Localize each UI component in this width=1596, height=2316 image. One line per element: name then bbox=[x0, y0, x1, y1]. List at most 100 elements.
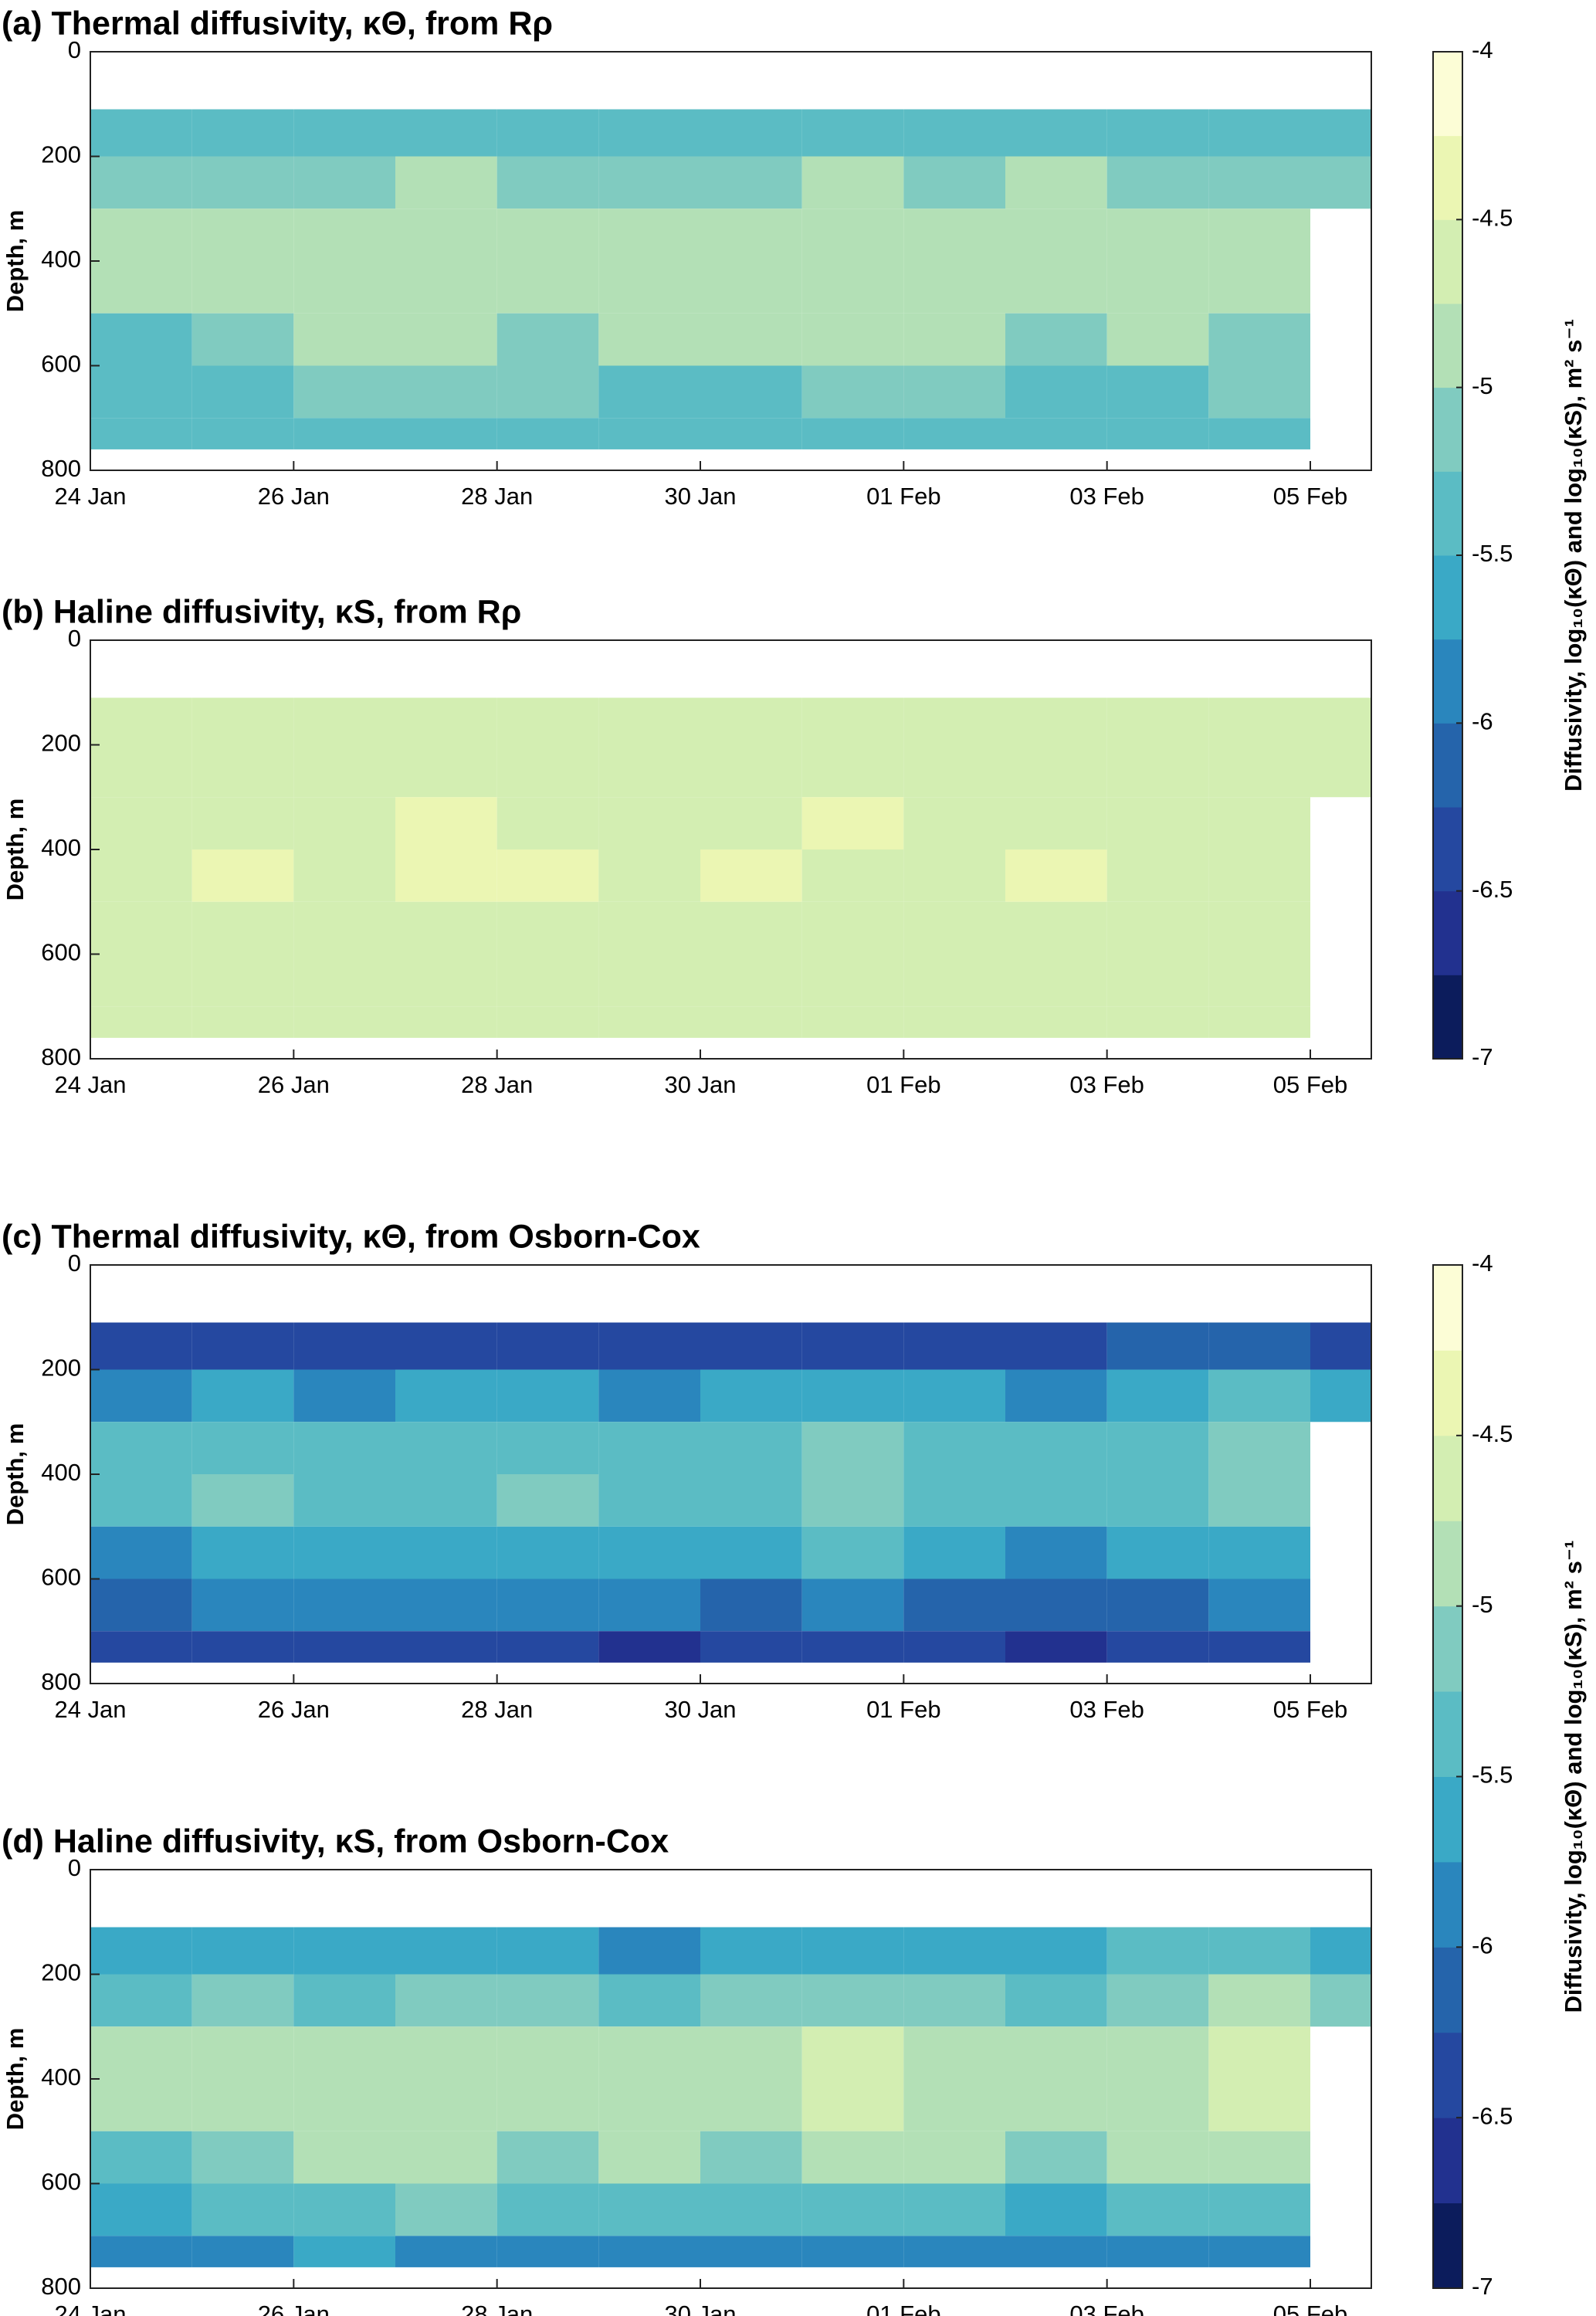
heatmap-cell bbox=[496, 849, 599, 902]
heatmap-cell bbox=[1310, 1322, 1371, 1370]
x-tick-label: 05 Feb bbox=[1273, 1071, 1348, 1098]
heatmap-cell bbox=[598, 1927, 700, 1975]
heatmap-cell bbox=[90, 1369, 192, 1422]
colorbar-swatch bbox=[1433, 1521, 1462, 1607]
x-tick-label: 24 Jan bbox=[54, 483, 126, 510]
heatmap-cell bbox=[1005, 901, 1107, 955]
x-tick-label: 03 Feb bbox=[1069, 483, 1144, 510]
heatmap-cell bbox=[293, 1006, 395, 1038]
heatmap-cell bbox=[191, 2236, 294, 2267]
heatmap-cell bbox=[598, 156, 700, 209]
heatmap-cell bbox=[1005, 697, 1107, 745]
heatmap-cell bbox=[293, 313, 395, 366]
heatmap-cell bbox=[1106, 1927, 1209, 1975]
heatmap-cell bbox=[903, 797, 1005, 849]
heatmap-cell bbox=[700, 209, 802, 261]
x-tick-label: 03 Feb bbox=[1069, 1696, 1144, 1723]
heatmap-cell bbox=[90, 1006, 192, 1038]
heatmap-cell bbox=[801, 1422, 904, 1474]
heatmap-cell bbox=[395, 418, 497, 449]
y-tick-label: 400 bbox=[41, 246, 81, 273]
heatmap-cell bbox=[395, 1369, 497, 1422]
y-tick-label: 800 bbox=[41, 455, 81, 482]
heatmap-cell bbox=[801, 1578, 904, 1632]
x-tick-label: 26 Jan bbox=[258, 1696, 330, 1723]
heatmap-cell bbox=[1005, 797, 1107, 849]
heatmap-cell bbox=[90, 1422, 192, 1474]
y-tick-label: 400 bbox=[41, 1459, 81, 1486]
heatmap-cell bbox=[903, 1927, 1005, 1975]
heatmap-cell bbox=[1208, 2236, 1310, 2267]
colorbar-swatch bbox=[1433, 2118, 1462, 2204]
heatmap-cell bbox=[801, 1631, 904, 1663]
heatmap-cell bbox=[700, 2131, 802, 2184]
heatmap-cell bbox=[1005, 1526, 1107, 1579]
heatmap-cell bbox=[496, 697, 599, 745]
heatmap-cell bbox=[1106, 156, 1209, 209]
heatmap-cell bbox=[191, 744, 294, 798]
heatmap-cell bbox=[700, 1631, 802, 1663]
heatmap-cell bbox=[496, 1631, 599, 1663]
heatmap-cell bbox=[598, 797, 700, 849]
heatmap-cell bbox=[1005, 2236, 1107, 2267]
heatmap-cell bbox=[191, 109, 294, 157]
panel-title: (d) Haline diffusivity, κS, from Osborn-… bbox=[2, 1823, 669, 1860]
heatmap-cell bbox=[1208, 1526, 1310, 1579]
heatmap-cell bbox=[1208, 901, 1310, 955]
heatmap-cell bbox=[496, 1369, 599, 1422]
heatmap-cell bbox=[191, 365, 294, 419]
x-tick-label: 03 Feb bbox=[1069, 2301, 1144, 2316]
x-tick-label: 05 Feb bbox=[1273, 2301, 1348, 2316]
heatmap-cell bbox=[903, 1369, 1005, 1422]
heatmap-cell bbox=[1106, 1006, 1209, 1038]
heatmap-cell bbox=[700, 261, 802, 314]
heatmap-cell bbox=[496, 1974, 599, 2027]
colorbar-label: Diffusivity, log₁₀(κΘ) and log₁₀(κS), m²… bbox=[1560, 319, 1587, 792]
heatmap-cell bbox=[801, 744, 904, 798]
heatmap-cell bbox=[598, 901, 700, 955]
heatmap-cell bbox=[191, 2131, 294, 2184]
heatmap-cell bbox=[801, 1526, 904, 1579]
heatmap-cell bbox=[903, 365, 1005, 419]
y-tick-label: 0 bbox=[68, 1250, 81, 1277]
heatmap-cell bbox=[191, 1369, 294, 1422]
heatmap-cell bbox=[801, 313, 904, 366]
colorbar-tick-label: -5 bbox=[1472, 1591, 1493, 1618]
heatmap-cell bbox=[700, 1927, 802, 1975]
y-tick-label: 400 bbox=[41, 2063, 81, 2091]
colorbar-swatch bbox=[1433, 2032, 1462, 2118]
heatmap-cell bbox=[903, 1322, 1005, 1370]
heatmap-cell bbox=[598, 1322, 700, 1370]
heatmap-cell bbox=[1005, 2183, 1107, 2236]
y-tick-label: 600 bbox=[41, 1564, 81, 1591]
heatmap-cell bbox=[1005, 313, 1107, 366]
heatmap-cell bbox=[90, 901, 192, 955]
heatmap-cell bbox=[191, 901, 294, 955]
x-tick-label: 01 Feb bbox=[866, 2301, 941, 2316]
heatmap-cell bbox=[598, 313, 700, 366]
heatmap-cell bbox=[1310, 744, 1371, 798]
heatmap-cell bbox=[700, 1369, 802, 1422]
heatmap-cell bbox=[395, 2079, 497, 2131]
heatmap-cell bbox=[700, 1006, 802, 1038]
heatmap-cell bbox=[903, 2131, 1005, 2184]
heatmap-cell bbox=[1208, 1006, 1310, 1038]
heatmap-cell bbox=[801, 1322, 904, 1370]
heatmap-cell bbox=[1208, 209, 1310, 261]
heatmap-cell bbox=[1208, 697, 1310, 745]
heatmap-cell bbox=[1106, 365, 1209, 419]
heatmap-cell bbox=[700, 2026, 802, 2079]
colorbar-swatch bbox=[1433, 1861, 1462, 1948]
heatmap-cell bbox=[1208, 2183, 1310, 2236]
heatmap-cell bbox=[903, 2026, 1005, 2079]
heatmap-cell bbox=[1208, 1631, 1310, 1663]
heatmap-cell bbox=[1005, 1578, 1107, 1632]
heatmap-cell bbox=[1005, 1369, 1107, 1422]
heatmap-cell bbox=[1310, 109, 1371, 157]
heatmap-cell bbox=[1208, 365, 1310, 419]
panel-title: (c) Thermal diffusivity, κΘ, from Osborn… bbox=[2, 1218, 700, 1255]
heatmap-cell bbox=[598, 1631, 700, 1663]
heatmap-cell bbox=[293, 1422, 395, 1474]
heatmap-cell bbox=[903, 1422, 1005, 1474]
heatmap-cell bbox=[496, 744, 599, 798]
